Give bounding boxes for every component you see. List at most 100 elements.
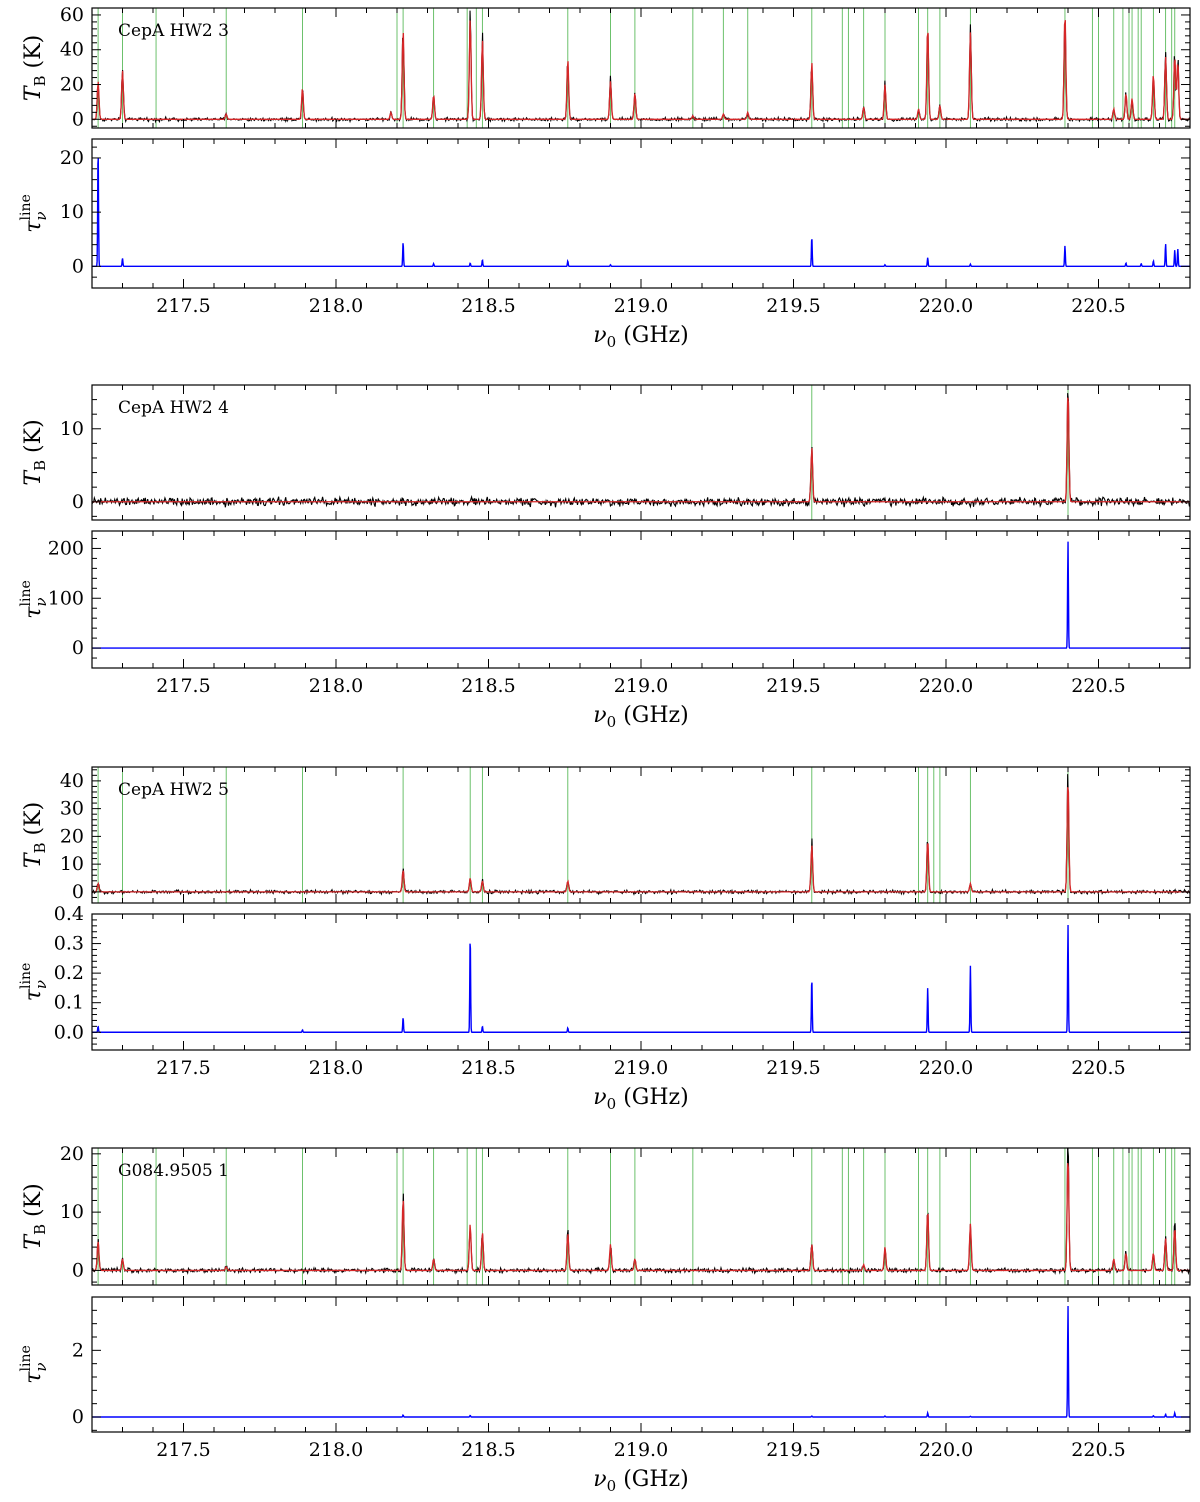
y-tick-label: 0.2	[54, 962, 84, 984]
brightness-panel-3: 0 10 20 30 40 TB (K) CepA HW2 5	[21, 766, 1191, 904]
y-tick-label: 0	[72, 108, 84, 130]
x-tick-label: 219.5	[766, 675, 820, 697]
optical-depth-panel-1: 217.5 218.0 218.5 219.0 219.5 220.0 220.5 0 10 20…	[18, 138, 1191, 317]
y-tick-label: 200	[48, 537, 84, 559]
model-spectrum	[92, 19, 1190, 120]
x-tick-label: 219.0	[614, 1439, 668, 1461]
y-tick-label: 0.0	[54, 1021, 84, 1043]
axes-frame	[91, 7, 1191, 129]
y-tick-label: 40	[60, 39, 84, 61]
x-tick-label: 218.0	[309, 675, 363, 697]
y-tick-label: 20	[60, 1143, 84, 1165]
model-spectrum	[92, 787, 1190, 893]
observed-spectrum	[92, 393, 1190, 509]
brightness-panel-4: 0 10 20 TB (K) G084.9505 1	[21, 1143, 1191, 1286]
y-axis-label-brightness: TB (K)	[21, 802, 49, 868]
x-tick-label: 218.5	[461, 1439, 515, 1461]
x-tick-label: 220.0	[919, 675, 973, 697]
plot-area	[92, 767, 1190, 903]
x-tick-label: 220.5	[1071, 1057, 1125, 1079]
y-tick-label: 2	[72, 1339, 84, 1361]
optical-depth-panel-2: 217.5 218.0 218.5 219.0 219.5 220.0 220.5 0 100 2…	[18, 530, 1191, 697]
x-tick-label: 217.5	[156, 295, 210, 317]
observed-spectrum	[92, 1148, 1190, 1276]
x-tick-label: 220.0	[919, 1057, 973, 1079]
plot-area	[92, 541, 1190, 649]
x-tick-label: 217.5	[156, 1057, 210, 1079]
axes-frame	[91, 1147, 1191, 1286]
x-axis-label: ν0 (GHz)	[593, 703, 688, 731]
brightness-panel-2: 0 10 TB (K) CepA HW2 4	[21, 384, 1191, 521]
source-name: G084.9505 1	[118, 1161, 229, 1181]
plot-area	[92, 1306, 1190, 1418]
x-tick-label: 219.0	[614, 675, 668, 697]
y-tick-label: 0	[72, 1406, 84, 1428]
x-tick-label: 218.5	[461, 675, 515, 697]
x-tick-label: 219.0	[614, 295, 668, 317]
model-spectrum	[92, 1163, 1190, 1272]
x-tick-label: 220.5	[1071, 1439, 1125, 1461]
x-tick-label: 220.5	[1071, 675, 1125, 697]
x-axis-label: ν0 (GHz)	[593, 1467, 688, 1495]
y-axis-label-brightness: TB (K)	[21, 35, 49, 101]
x-tick-label: 219.0	[614, 1057, 668, 1079]
y-tick-label: 10	[60, 1201, 84, 1223]
y-tick-label: 10	[60, 418, 84, 440]
plot-area	[92, 924, 1190, 1033]
axes-frame	[91, 766, 1191, 904]
y-tick-label: 10	[60, 201, 84, 223]
x-tick-label: 219.5	[766, 295, 820, 317]
x-tick-label: 220.0	[919, 295, 973, 317]
y-tick-label: 0	[72, 881, 84, 903]
chart-2: 0 10 TB (K) CepA HW2 4 217.5 218.0 218.5 219.0 2…	[18, 384, 1191, 731]
x-tick-label: 218.0	[309, 1439, 363, 1461]
y-tick-label: 20	[60, 147, 84, 169]
optical-depth-curve	[92, 158, 1190, 268]
plot-area	[92, 1148, 1190, 1285]
observed-spectrum	[92, 774, 1190, 896]
x-tick-label: 218.0	[309, 295, 363, 317]
optical-depth-curve	[92, 541, 1190, 649]
x-tick-label: 220.5	[1071, 295, 1125, 317]
x-tick-label: 217.5	[156, 1439, 210, 1461]
x-axis-label: ν0 (GHz)	[593, 323, 688, 351]
y-axis-label-optical-depth: τνline	[18, 963, 50, 1002]
y-axis-label-optical-depth: τνline	[18, 580, 50, 619]
y-tick-label: 20	[60, 825, 84, 847]
chart-3: 0 10 20 30 40 TB (K) CepA HW2 5 217.5 218.0 218.5…	[18, 766, 1191, 1113]
y-axis-label-brightness: TB (K)	[21, 419, 49, 485]
brightness-panel-1: 0 20 40 60 TB (K) CepA HW2 3	[21, 4, 1191, 130]
optical-depth-curve	[92, 1306, 1190, 1418]
y-tick-label: 20	[60, 74, 84, 96]
source-name: CepA HW2 4	[118, 398, 229, 418]
optical-depth-curve	[92, 924, 1190, 1033]
model-spectrum	[92, 397, 1190, 503]
plot-area	[92, 385, 1190, 520]
y-tick-label: 0	[72, 637, 84, 659]
plot-area	[92, 8, 1190, 128]
y-axis-label-brightness: TB (K)	[21, 1183, 49, 1249]
plot-area	[92, 158, 1190, 268]
x-tick-label: 219.5	[766, 1439, 820, 1461]
y-tick-label: 0.4	[54, 903, 84, 925]
x-tick-label: 217.5	[156, 675, 210, 697]
y-axis-label-optical-depth: τνline	[18, 1345, 50, 1384]
y-tick-label: 0.3	[54, 933, 84, 955]
y-tick-label: 30	[60, 798, 84, 820]
x-axis-label: ν0 (GHz)	[593, 1085, 688, 1113]
y-tick-label: 0	[72, 255, 84, 277]
y-tick-label: 10	[60, 853, 84, 875]
y-tick-label: 0	[72, 1259, 84, 1281]
source-name: CepA HW2 5	[118, 780, 229, 800]
x-tick-label: 220.0	[919, 1439, 973, 1461]
axes-frame	[91, 913, 1191, 1051]
y-axis-label-optical-depth: τνline	[18, 194, 50, 233]
x-tick-label: 218.0	[309, 1057, 363, 1079]
optical-depth-panel-4: 217.5 218.0 218.5 219.0 219.5 220.0 220.5 0 2 τνl…	[18, 1296, 1191, 1461]
optical-depth-panel-3: 217.5 218.0 218.5 219.0 219.5 220.0 220.5 0.0 0.…	[18, 903, 1191, 1079]
axes-frame	[91, 1296, 1191, 1433]
x-tick-label: 218.5	[461, 295, 515, 317]
